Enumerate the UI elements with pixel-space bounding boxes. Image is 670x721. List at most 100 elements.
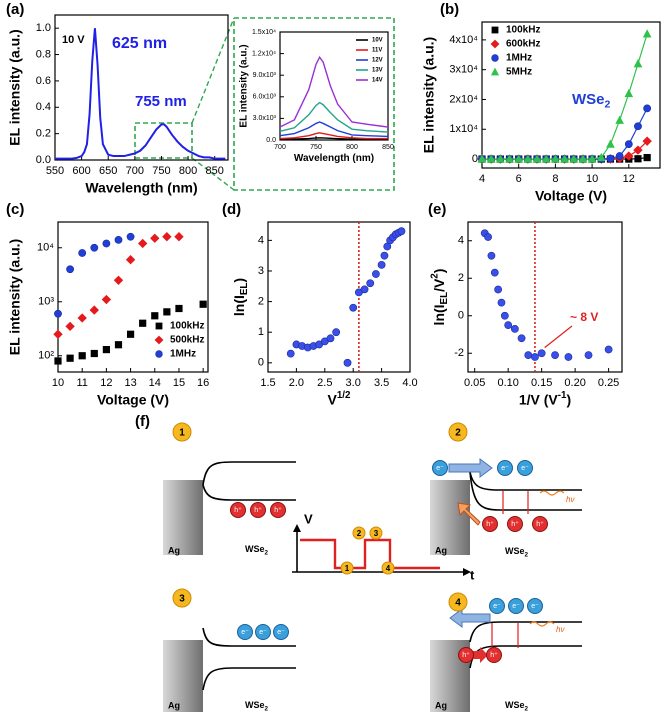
legend-swatch (490, 39, 500, 49)
semiconductor-label-part: 2 (525, 705, 529, 712)
step-badge (352, 526, 366, 540)
x-tick-label: 14 (149, 377, 161, 389)
semiconductor-label: WSe2 (245, 700, 269, 712)
x-tick-label: 750 (310, 144, 322, 151)
point (497, 298, 506, 307)
y-tick-label: 0 (258, 357, 264, 369)
x-axis-label-part: 1/2 (337, 390, 351, 401)
electron (432, 460, 448, 476)
y-tick-label: 0.8 (36, 48, 51, 60)
point (523, 154, 533, 163)
legend-label: 500kHz (170, 335, 204, 346)
x-tick-label: 600 (72, 165, 90, 177)
point (604, 345, 613, 354)
x-tick-label: 13 (124, 377, 136, 389)
point (377, 260, 386, 269)
point (634, 122, 642, 131)
point (514, 154, 524, 163)
annotation-part: WSe (572, 91, 605, 108)
point (642, 29, 652, 38)
panel-label: (e) (428, 201, 446, 218)
legend-label: 11V (372, 48, 382, 54)
point (372, 270, 380, 278)
x-tick-label: 2.0 (289, 377, 304, 389)
plot-frame (481, 21, 661, 169)
annotation: 10 V (62, 34, 85, 46)
hole-drift (470, 647, 488, 663)
point (174, 232, 184, 242)
point (615, 152, 624, 160)
photon-wave (529, 621, 555, 627)
point (624, 151, 634, 161)
inset-frame (233, 17, 395, 191)
hole (507, 516, 523, 532)
semiconductor-label-part: WSe (245, 700, 265, 710)
point (578, 154, 588, 163)
point (78, 352, 86, 360)
y-tick-label: 0 (458, 310, 464, 322)
point (78, 249, 87, 257)
y-axis-label-part: EL (239, 283, 250, 296)
metal-block (163, 640, 203, 712)
photon-wave (539, 490, 565, 496)
legend-swatch (155, 322, 163, 330)
y-tick-label: 4x10⁴ (449, 34, 478, 46)
hole-label: h⁺ (462, 652, 470, 659)
point (332, 328, 341, 337)
step-number: 2 (357, 529, 362, 538)
x-tick-label: 650 (99, 165, 117, 177)
point (54, 309, 62, 318)
x-tick-label: 3.5 (374, 377, 389, 389)
point (486, 154, 496, 163)
x-tick-label: 10 (52, 377, 64, 389)
point (494, 285, 503, 294)
point (537, 349, 546, 358)
electron (508, 598, 524, 614)
point (517, 334, 526, 343)
x-axis-label: V1/2 (328, 390, 352, 408)
point (551, 351, 559, 360)
step-number: 3 (179, 594, 185, 605)
x-tick-label: 0.15 (531, 377, 552, 389)
band-edge (202, 484, 296, 501)
point (500, 311, 509, 320)
legend-swatch (154, 335, 164, 345)
step-badge (448, 422, 468, 442)
point (584, 351, 593, 360)
y-axis-label: ln(IEL) (231, 278, 250, 316)
y-tick-label: 0.0 (266, 137, 276, 144)
y-tick-label: 3.0x10³ (253, 115, 277, 122)
metal-label: Ag (435, 700, 447, 710)
hole (250, 502, 266, 518)
point (102, 239, 111, 248)
x-tick-label: 8 (552, 173, 558, 185)
plot-frame (467, 221, 623, 373)
electron-label: e⁻ (521, 465, 529, 472)
series-line (279, 55, 389, 128)
point (77, 313, 87, 323)
recombination-arrows (491, 491, 529, 648)
y-tick-label: -2 (454, 347, 464, 359)
point (126, 232, 135, 241)
x-tick-label: 800 (346, 144, 358, 151)
point (606, 154, 615, 163)
y-tick-label: 0.0 (36, 154, 51, 166)
x-tick-label: 700 (274, 144, 286, 151)
legend-label: 1MHz (170, 349, 196, 360)
y-axis-label: EL intensity (a.u.) (421, 37, 437, 153)
zoom-line (191, 157, 235, 191)
y-axis-label-part: ) (231, 278, 247, 283)
electron (497, 460, 513, 476)
point (66, 354, 74, 362)
point (504, 321, 513, 330)
semiconductor-label: WSe2 (245, 544, 269, 556)
point (199, 300, 207, 308)
plot-frame (57, 221, 209, 373)
y-axis-label-part: /V (431, 278, 447, 292)
point (53, 329, 63, 339)
point (343, 358, 352, 367)
x-tick-label: 550 (46, 165, 64, 177)
hole-label: h⁺ (254, 507, 262, 514)
y-tick-label: 1.2x10⁴ (252, 50, 276, 57)
y-tick-label: 0.6 (36, 75, 51, 87)
